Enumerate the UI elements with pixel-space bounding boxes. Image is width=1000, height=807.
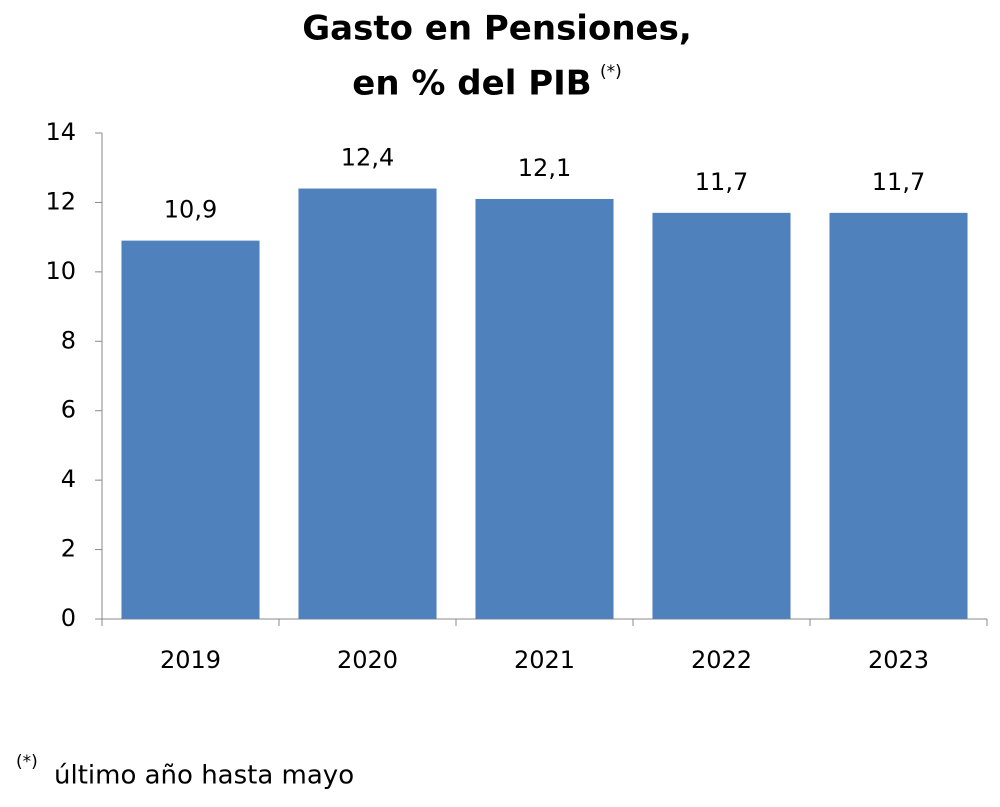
title-note: (*) [600, 62, 622, 82]
y-tick-label: 14 [45, 118, 76, 146]
footnote: último año hasta mayo [54, 761, 354, 791]
bar [652, 212, 791, 620]
value-label: 10,9 [164, 196, 217, 224]
value-label: 12,1 [518, 154, 571, 182]
value-label: 11,7 [695, 168, 748, 196]
y-tick-label: 10 [45, 257, 76, 285]
bar [829, 212, 968, 620]
x-tick-label: 2023 [868, 646, 929, 674]
y-tick-label: 6 [61, 396, 76, 424]
footnote-marker: (*) [16, 752, 38, 772]
bar [121, 240, 260, 619]
x-tick-label: 2022 [691, 646, 752, 674]
y-tick-label: 8 [61, 326, 76, 354]
y-tick-label: 0 [61, 604, 76, 632]
bar [298, 188, 437, 620]
y-tick-label: 2 [61, 535, 76, 563]
x-tick-label: 2021 [514, 646, 575, 674]
bar [475, 198, 614, 619]
value-label: 12,4 [341, 144, 394, 172]
chart-title: en % del PIB [352, 64, 591, 104]
chart-title: Gasto en Pensiones, [302, 9, 692, 49]
x-tick-label: 2019 [160, 646, 221, 674]
y-tick-label: 12 [45, 187, 76, 215]
x-tick-label: 2020 [337, 646, 398, 674]
value-label: 11,7 [872, 168, 925, 196]
y-tick-label: 4 [61, 465, 76, 493]
